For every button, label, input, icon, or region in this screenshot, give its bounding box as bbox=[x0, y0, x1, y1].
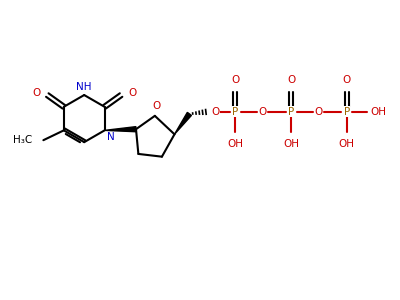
Text: O: O bbox=[211, 107, 220, 117]
Text: O: O bbox=[314, 107, 323, 117]
Text: NH: NH bbox=[76, 82, 92, 92]
Text: O: O bbox=[153, 101, 161, 111]
Text: O: O bbox=[343, 75, 351, 85]
Text: OH: OH bbox=[227, 139, 243, 148]
Text: O: O bbox=[128, 88, 136, 98]
Text: P: P bbox=[232, 107, 238, 117]
Polygon shape bbox=[174, 112, 192, 134]
Text: O: O bbox=[287, 75, 295, 85]
Text: O: O bbox=[231, 75, 240, 85]
Text: O: O bbox=[32, 88, 40, 98]
Text: OH: OH bbox=[283, 139, 299, 148]
Polygon shape bbox=[104, 127, 136, 132]
Text: P: P bbox=[344, 107, 350, 117]
Text: P: P bbox=[288, 107, 294, 117]
Text: O: O bbox=[259, 107, 267, 117]
Text: N: N bbox=[106, 132, 114, 142]
Text: OH: OH bbox=[339, 139, 355, 148]
Text: OH: OH bbox=[370, 107, 386, 117]
Text: H₃C: H₃C bbox=[13, 135, 32, 145]
